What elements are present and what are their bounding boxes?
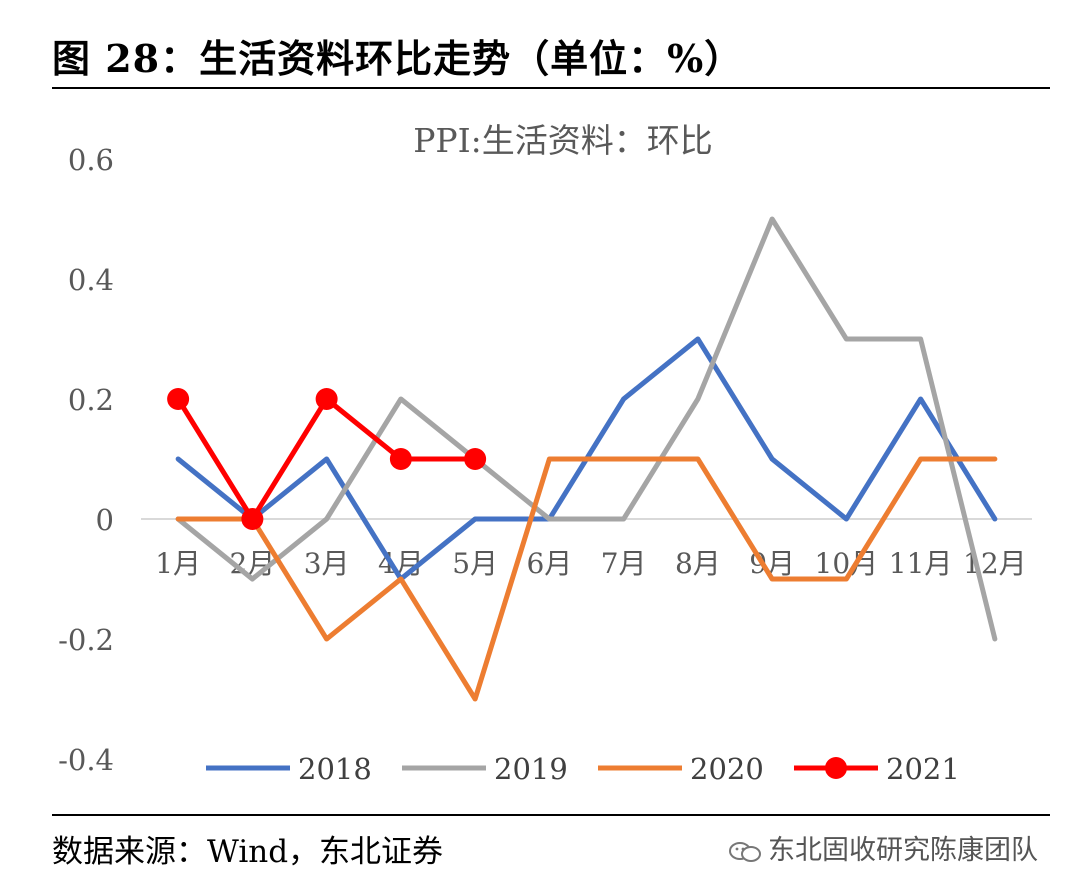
series-line-2020 — [175, 456, 998, 702]
chart-title: PPI:生活资料：环比 — [413, 121, 713, 160]
legend-label-2018: 2018 — [298, 752, 372, 786]
data-point-2021 — [389, 448, 412, 470]
x-tick-label: 7月 — [601, 547, 647, 580]
watermark: 东北固收研究陈康团队 — [728, 828, 1038, 867]
source-rule — [52, 814, 1050, 816]
y-tick-label: 0.6 — [68, 143, 114, 177]
data-point-2021 — [315, 388, 338, 410]
x-tick-label: 11月 — [889, 547, 953, 580]
legend-marker-2021 — [825, 757, 847, 779]
y-tick-label: 0 — [96, 503, 114, 537]
y-tick-label: -0.2 — [58, 623, 114, 657]
watermark-text: 东北固收研究陈康团队 — [768, 835, 1038, 866]
x-tick-label: 5月 — [452, 547, 498, 580]
figure-title: 图 28：生活资料环比走势（单位：%） — [52, 36, 744, 81]
wechat-icon — [729, 841, 761, 862]
series-layer — [167, 216, 998, 702]
x-axis: 1月 2月 3月 4月 5月 6月 7月 8月 9月 10月 11月 12月 — [141, 518, 1032, 580]
y-axis: 0.6 0.4 0.2 0 -0.2 -0.4 — [58, 143, 114, 777]
x-tick-label: 8月 — [675, 547, 721, 580]
legend-label-2021: 2021 — [886, 752, 960, 786]
series-line-2019 — [175, 216, 998, 642]
y-tick-label: 0.2 — [68, 383, 114, 417]
x-tick-label: 1月 — [155, 547, 201, 580]
y-tick-label: -0.4 — [58, 743, 114, 777]
legend: 2018 2019 2020 2021 — [206, 752, 960, 786]
source-note: 数据来源：Wind，东北证券 — [52, 834, 444, 870]
x-tick-label: 3月 — [304, 547, 350, 580]
data-point-2021 — [167, 388, 190, 410]
y-tick-label: 0.4 — [68, 263, 114, 297]
data-point-2021 — [464, 448, 487, 470]
x-tick-label: 6月 — [526, 547, 572, 580]
legend-label-2019: 2019 — [494, 752, 568, 786]
legend-label-2020: 2020 — [690, 752, 764, 786]
title-rule — [52, 87, 1050, 89]
data-point-2021 — [241, 508, 264, 530]
